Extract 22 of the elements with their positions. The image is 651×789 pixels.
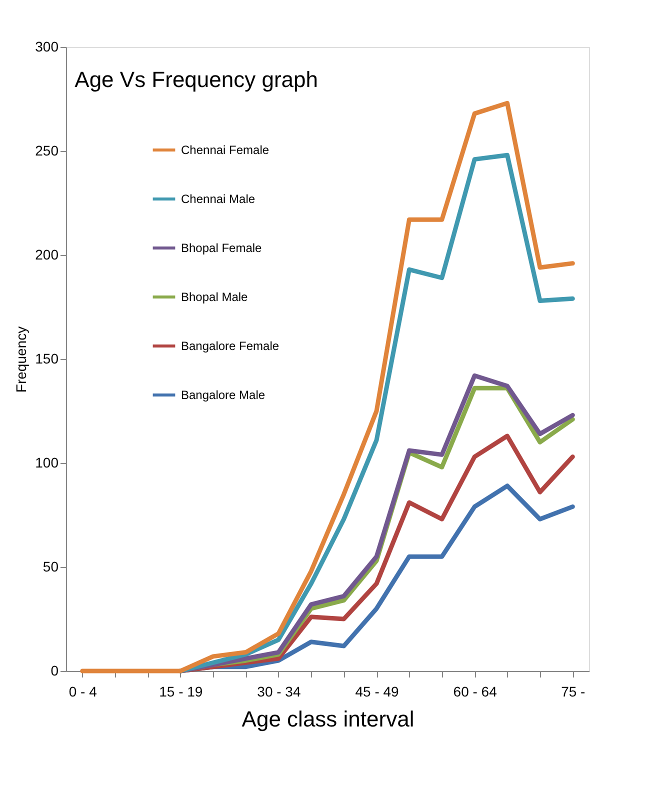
y-tick-label: 250 xyxy=(35,142,59,158)
text: Age Vs Frequency graph xyxy=(74,67,318,92)
y-tick-label: 50 xyxy=(42,558,59,574)
y-tick-label: 200 xyxy=(35,246,59,262)
x-tick-label: 45 - 49 xyxy=(355,684,400,700)
x-tick-label: 15 - 19 xyxy=(159,684,203,700)
legend-label: Bhopal Female xyxy=(181,241,262,255)
legend-label: Chennai Female xyxy=(181,143,270,157)
y-tick-label: 300 xyxy=(35,38,59,54)
legend-label: Bangalore Male xyxy=(181,388,266,402)
x-axis-title: Age class interval xyxy=(242,706,414,732)
x-tick-label: 60 - 64 xyxy=(453,684,498,700)
x-tick-label: 75 - xyxy=(561,684,586,700)
y-tick-label: 100 xyxy=(35,454,59,470)
y-axis-title: Frequency xyxy=(13,326,30,393)
y-tick-label: 0 xyxy=(50,662,59,678)
legend-label: Bangalore Female xyxy=(181,339,280,353)
x-tick-label: 30 - 34 xyxy=(257,684,301,700)
legend-label: Chennai Male xyxy=(181,192,256,206)
x-tick-label: 0 - 4 xyxy=(68,684,98,700)
y-tick-label: 150 xyxy=(35,350,59,366)
legend-label: Bhopal Male xyxy=(181,290,248,304)
